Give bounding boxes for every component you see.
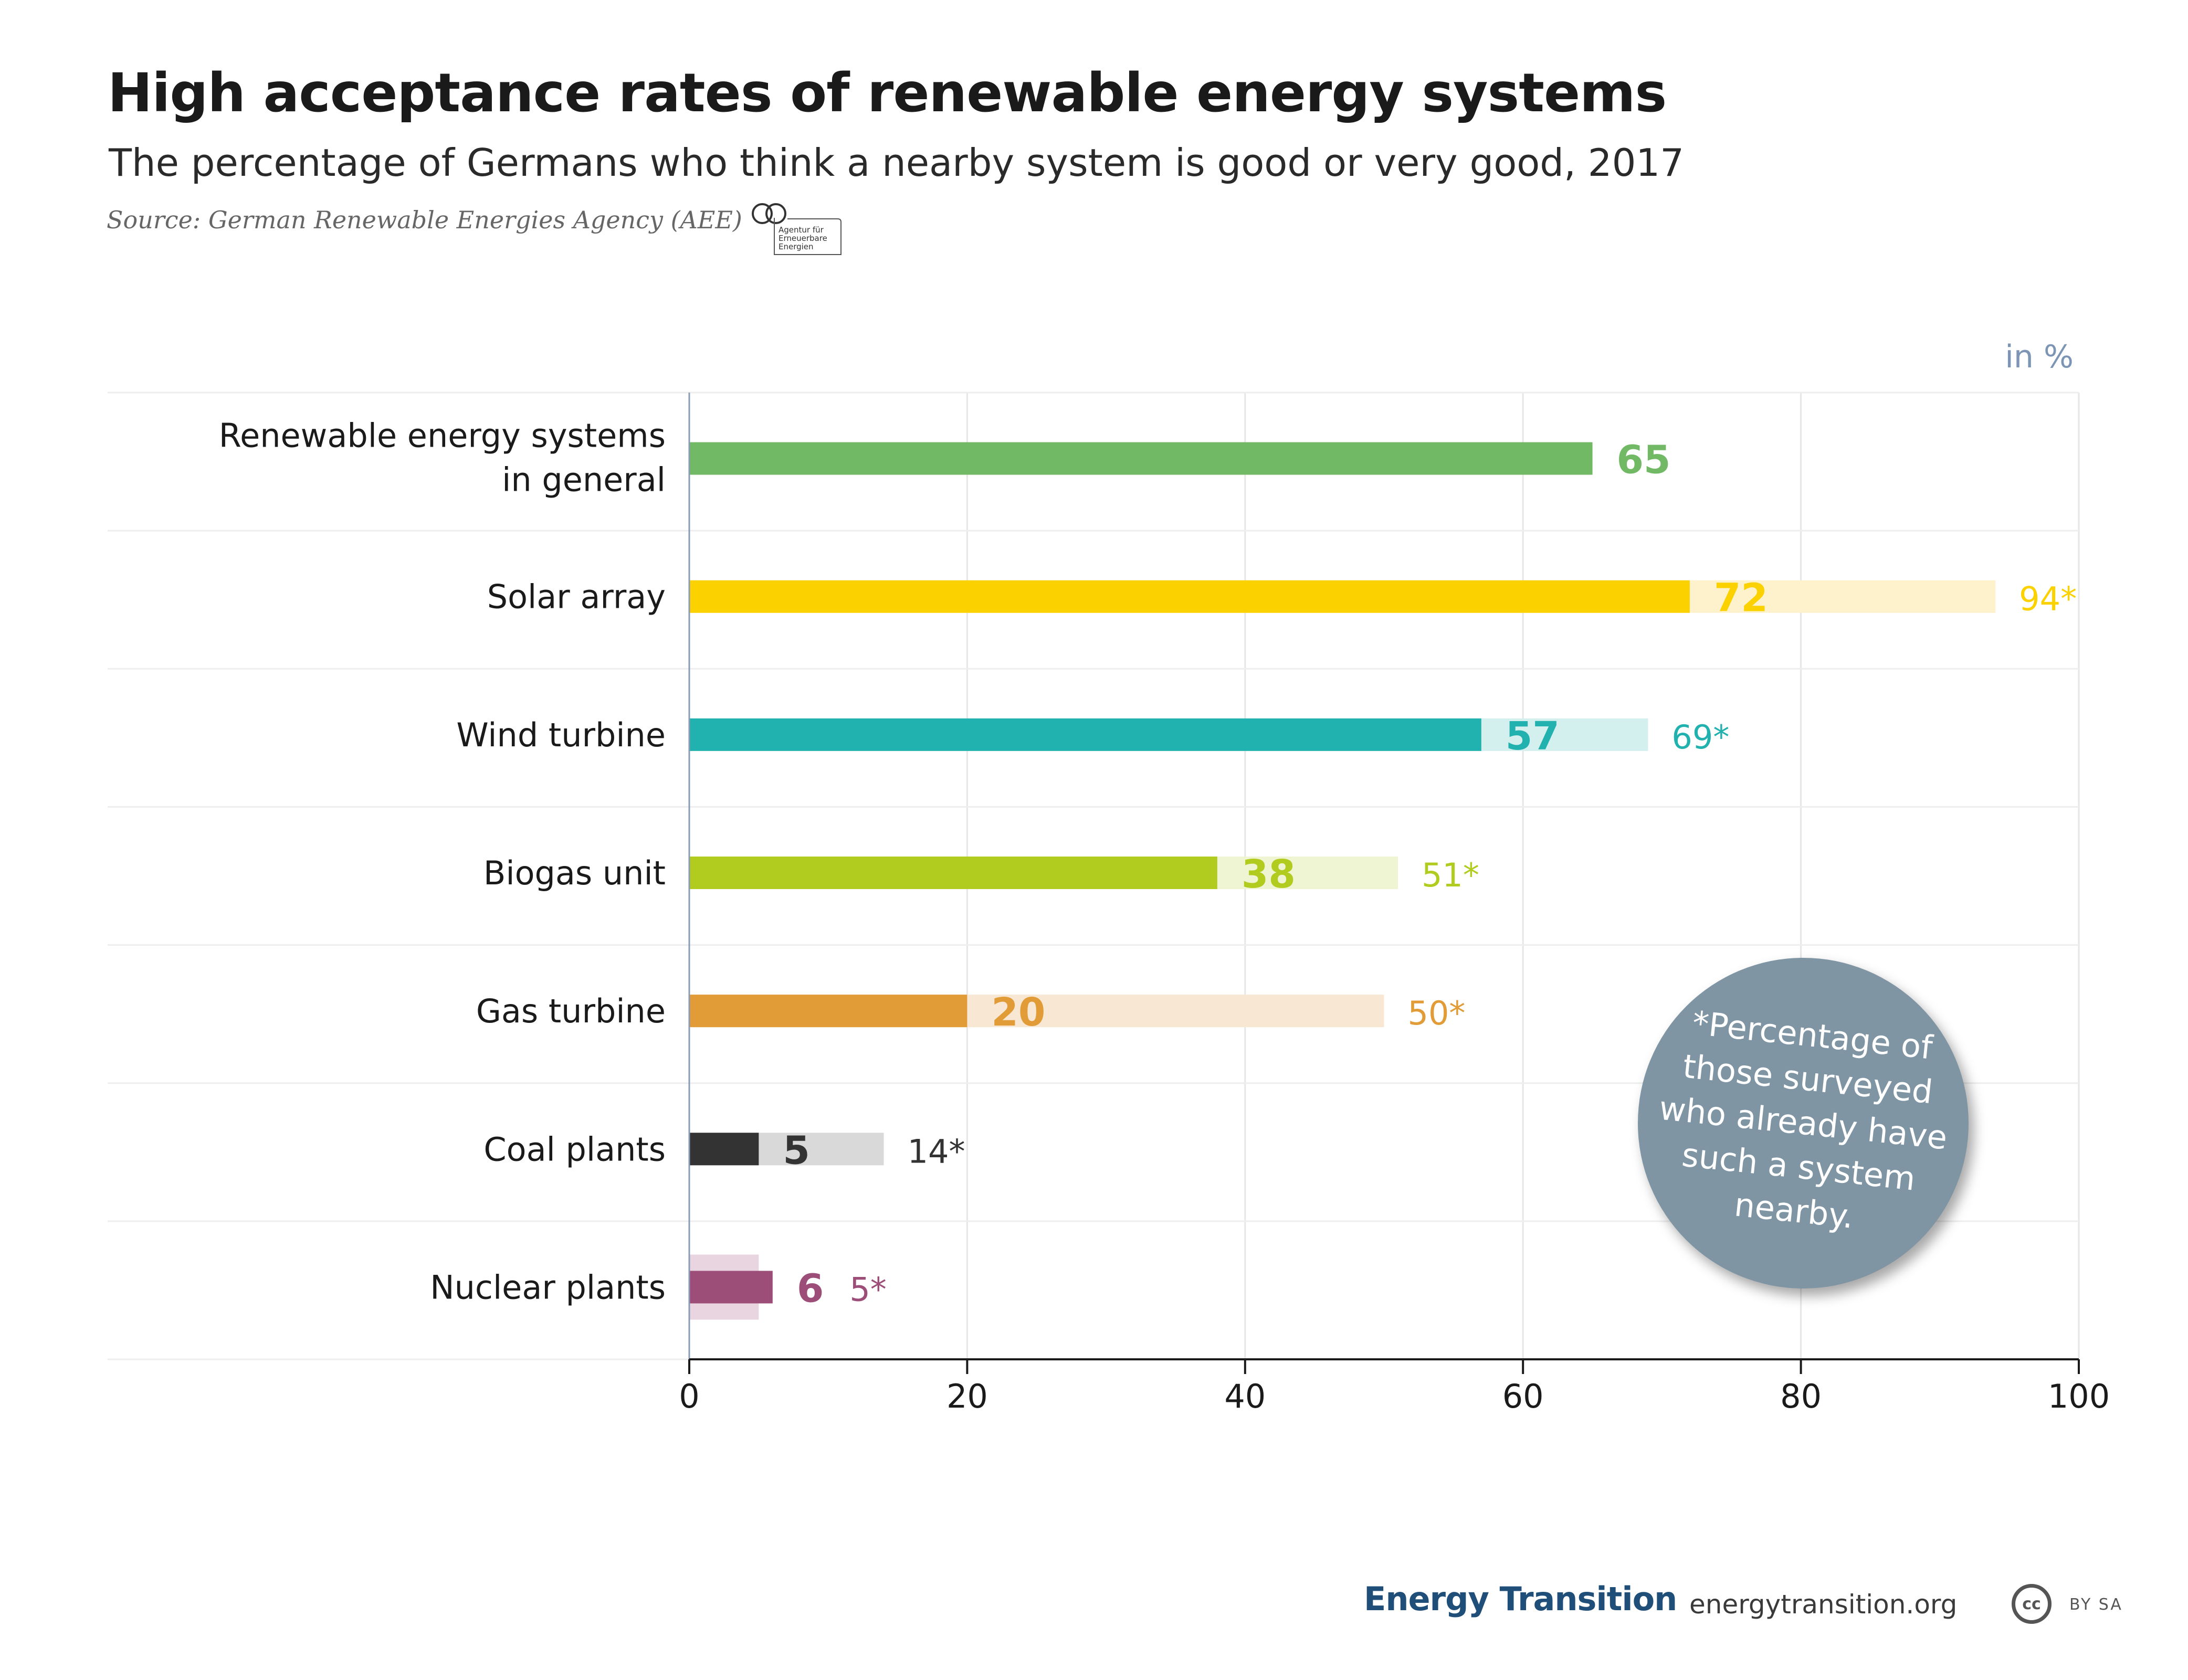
category-label: Renewable energy systems in general xyxy=(219,417,666,499)
footnote-callout-text: *Percentage of those surveyed who alread… xyxy=(1657,1003,1949,1236)
x-tick-label: 0 xyxy=(679,1377,699,1415)
bar-overall xyxy=(689,857,1217,889)
bar-overall xyxy=(689,718,1481,751)
bar-nearby-label: 14* xyxy=(908,1132,965,1170)
unit-label: in % xyxy=(2005,339,2074,375)
category-label: Gas turbine xyxy=(476,992,666,1030)
bar-value-label: 65 xyxy=(1617,438,1671,483)
bar-overall xyxy=(689,995,967,1028)
footnote-callout: *Percentage of those surveyed who alread… xyxy=(1638,958,1969,1288)
x-tick-label: 60 xyxy=(1502,1377,1544,1415)
chart-subtitle: The percentage of Germans who think a ne… xyxy=(109,141,1685,185)
aee-logo-line: Agentur für xyxy=(779,225,824,235)
brand-logo: Energy Transition xyxy=(1364,1580,1677,1618)
chart-title: High acceptance rates of renewable energ… xyxy=(108,62,1667,124)
bar-value-label: 38 xyxy=(1242,852,1296,897)
bar-nearby-label: 94* xyxy=(2019,580,2077,618)
x-tick-label: 100 xyxy=(2048,1377,2110,1415)
bar-nearby-label: 50* xyxy=(1408,994,1466,1032)
x-tick-label: 40 xyxy=(1224,1377,1266,1415)
aee-logo-line: Energien xyxy=(779,242,814,251)
x-tick-label: 20 xyxy=(946,1377,988,1415)
bar-value-label: 6 xyxy=(797,1266,824,1311)
aee-logo-line: Erneuerbare xyxy=(779,234,827,243)
category-label: Nuclear plants xyxy=(430,1268,666,1306)
site-link[interactable]: energytransition.org xyxy=(1689,1589,1958,1620)
cc-license-icon: cc xyxy=(2012,1584,2052,1624)
source-note: Source: German Renewable Energies Agency… xyxy=(107,206,742,234)
category-label: Biogas unit xyxy=(483,854,666,892)
bar-overall xyxy=(689,1271,773,1304)
aee-logo-graphic xyxy=(752,203,841,255)
category-label: Coal plants xyxy=(483,1130,666,1168)
bar-overall xyxy=(689,580,1690,613)
bar-nearby-label: 5* xyxy=(849,1270,886,1308)
bar-nearby-label: 51* xyxy=(1422,856,1479,894)
bar-value-label: 72 xyxy=(1714,576,1768,621)
x-tick-label: 80 xyxy=(1780,1377,1822,1415)
bar-nearby-label: 69* xyxy=(1671,718,1729,756)
license-terms: BY SA xyxy=(2069,1596,2123,1614)
bar-value-label: 5 xyxy=(783,1128,810,1173)
category-label: Wind turbine xyxy=(456,716,666,754)
bar-value-label: 20 xyxy=(991,990,1045,1035)
bar-overall xyxy=(689,442,1593,475)
bar-value-label: 57 xyxy=(1506,714,1560,759)
bar-overall xyxy=(689,1133,759,1166)
category-label: Solar array xyxy=(487,578,666,616)
aee-logo-text: Agentur für Erneuerbare Energien xyxy=(779,226,827,251)
